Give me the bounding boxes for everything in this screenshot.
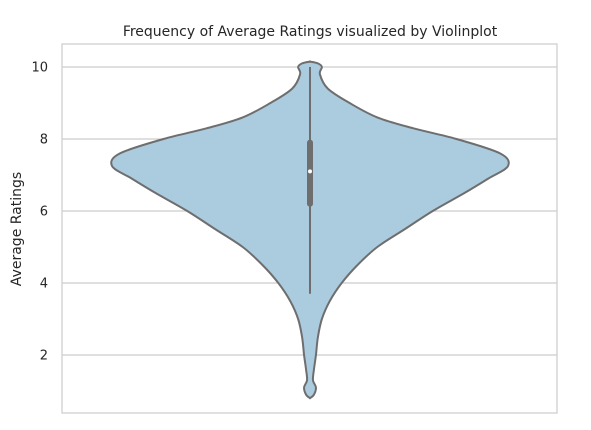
median-point (308, 169, 312, 174)
box-plot (307, 67, 313, 294)
y-tick-label: 4 (40, 277, 48, 292)
y-tick-label: 2 (40, 349, 48, 364)
y-ticks: 2 4 6 8 10 (31, 61, 48, 364)
y-tick-label: 10 (31, 61, 48, 76)
plot-frame (61, 43, 558, 414)
y-axis-label: Average Ratings (9, 172, 25, 286)
y-tick-label: 6 (40, 205, 48, 220)
chart-title: Frequency of Average Ratings visualized … (123, 24, 498, 40)
y-tick-label: 8 (40, 133, 48, 148)
